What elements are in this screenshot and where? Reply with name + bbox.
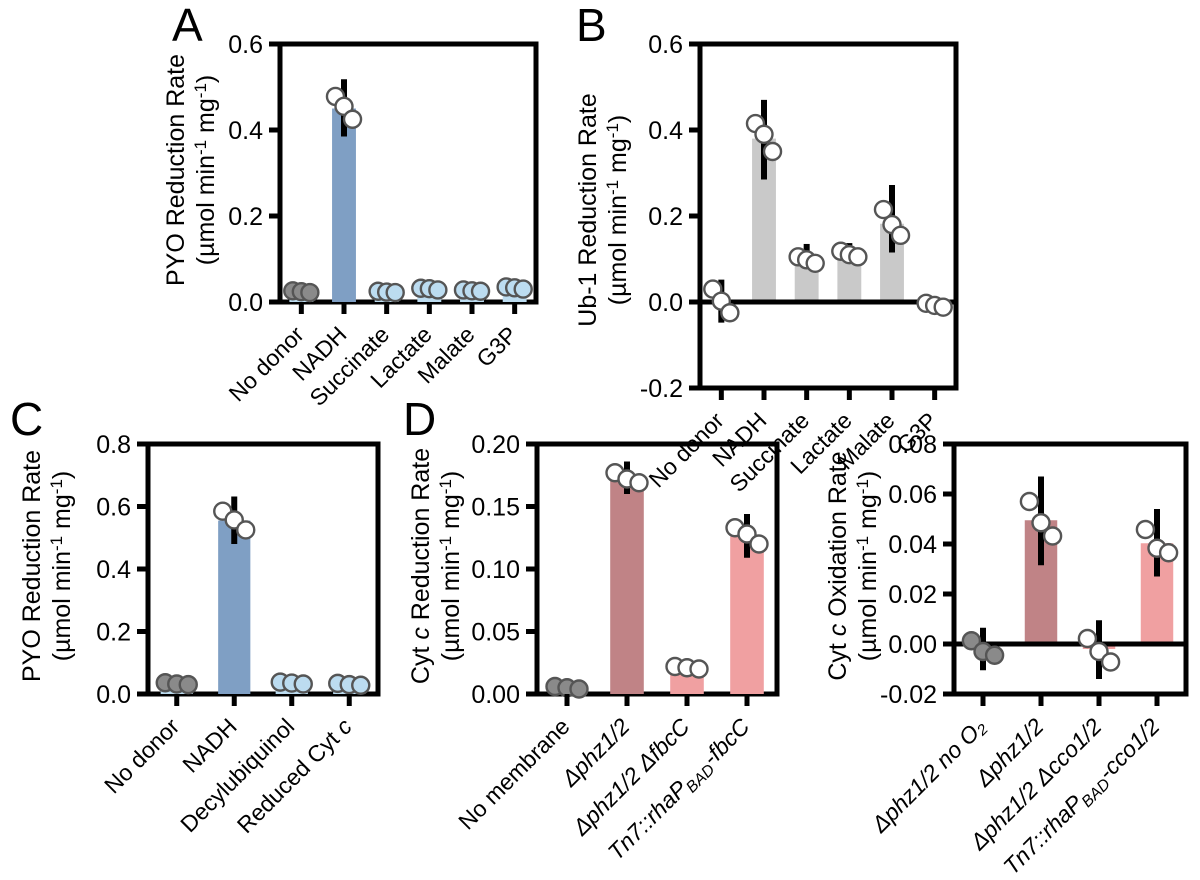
data-point <box>293 674 313 694</box>
svg-text:PYO Reduction Rate: PYO Reduction Rate <box>18 450 46 682</box>
panel-c-chart: 0.0 0.2 0.4 0.6 0.8 No donor NADH Decylubiquino… <box>0 416 408 876</box>
y-axis-title: PYO Reduction Rate (µmol min-1 mg-1) <box>162 54 220 286</box>
data-point <box>754 124 774 145</box>
svg-text:(µmol min-1 mg-1): (µmol min-1 mg-1) <box>853 471 882 662</box>
y-tick-label: 0.04 <box>888 531 937 559</box>
bar <box>752 138 776 302</box>
data-point <box>762 141 783 162</box>
chart-c-svg: 0.00.20.40.60.8No donorNADHDecylubiquino… <box>18 431 381 838</box>
data-point <box>569 679 589 699</box>
y-tick-label: 0.10 <box>471 556 520 584</box>
svg-text:PYO Reduction Rate: PYO Reduction Rate <box>162 54 190 286</box>
y-tick-label: 0.6 <box>648 31 683 59</box>
svg-text:(µmol min-1 mg-1): (µmol min-1 mg-1) <box>47 471 76 662</box>
data-point <box>873 199 894 220</box>
svg-text:(µmol min-1 mg-1): (µmol min-1 mg-1) <box>603 115 632 306</box>
y-tick-label: -0.02 <box>880 681 937 709</box>
y-tick-label: 0.08 <box>888 431 937 459</box>
y-tick-label: 0.00 <box>888 631 937 659</box>
svg-text:Ub-1 Reduction Rate: Ub-1 Reduction Rate <box>574 93 602 326</box>
panel-a-chart: 0.0 0.2 0.4 0.6 No donor NADH Succinate Lactate… <box>150 20 570 411</box>
data-point <box>689 659 709 679</box>
y-axis-title: PYO Reduction Rate (µmol min-1 mg-1) <box>18 450 76 682</box>
data-point <box>961 631 982 651</box>
data-point <box>428 280 448 300</box>
bar <box>730 536 764 694</box>
data-point <box>805 253 825 274</box>
y-tick-label: 0.06 <box>888 481 937 509</box>
x-tick-label: No donor <box>99 713 185 799</box>
y-tick-label: 0.05 <box>471 619 520 647</box>
bar <box>837 254 862 302</box>
data-point <box>178 674 198 695</box>
bar <box>332 108 356 302</box>
panel-d-left-chart: 0.00 0.05 0.10 0.15 0.20 No membrane Δphz1/2 Δp… <box>381 416 791 876</box>
data-point <box>933 297 953 317</box>
panel-d-right-chart: -0.02 0.00 0.02 0.04 0.06 0.08 Δphz1/2 no O₂ Δp… <box>800 416 1200 880</box>
panel-b-chart: -0.2 0.0 0.2 0.4 0.6 No donor NADH Succinate Lac… <box>554 20 994 497</box>
data-point <box>1019 491 1040 512</box>
bar <box>218 520 251 694</box>
data-point <box>984 645 1005 665</box>
panel-label-c: C <box>10 393 44 445</box>
data-point <box>1042 526 1063 546</box>
chart-b-svg: -0.20.00.20.40.6No donorNADHSuccinateLac… <box>574 31 959 497</box>
data-point <box>720 303 740 323</box>
y-tick-label: 0.0 <box>228 289 263 317</box>
y-tick-label: 0.4 <box>648 117 683 145</box>
y-tick-label: 0.2 <box>96 619 131 647</box>
data-point <box>1135 519 1156 540</box>
plot-frame <box>145 441 381 697</box>
data-point <box>1077 628 1098 649</box>
svg-text:(µmol min-1 mg-1): (µmol min-1 mg-1) <box>191 75 220 266</box>
y-tick-label: 0.8 <box>96 431 131 459</box>
y-tick-label: 0.2 <box>228 203 263 231</box>
data-point <box>1100 652 1121 672</box>
y-tick-label: 0.2 <box>648 203 683 231</box>
plot-frame <box>277 41 539 305</box>
data-point <box>1158 543 1179 563</box>
data-point <box>385 282 405 303</box>
svg-text:(µmol min-1 mg-1): (µmol min-1 mg-1) <box>436 471 465 662</box>
y-tick-label: 0.20 <box>471 431 520 459</box>
data-point <box>351 675 371 695</box>
y-tick-label: 0.0 <box>648 289 683 317</box>
y-tick-label: 0.15 <box>471 494 520 522</box>
data-point <box>236 520 256 540</box>
data-point <box>749 534 769 554</box>
x-tick-label: G3P <box>471 321 522 372</box>
svg-text:Cyt c Oxidation Rate: Cyt c Oxidation Rate <box>824 451 852 680</box>
svg-text:G3P: G3P <box>471 321 522 372</box>
panel-label-a: A <box>172 0 203 51</box>
panel-label-d: D <box>403 393 437 445</box>
y-tick-label: 0.00 <box>471 681 520 709</box>
bar <box>610 480 644 694</box>
data-point <box>342 109 363 129</box>
svg-text:No donor: No donor <box>99 713 185 799</box>
y-axis-title: Cyt c Reduction Rate (µmol min-1 mg-1) <box>407 448 465 684</box>
y-tick-label: 0.4 <box>228 117 263 145</box>
y-tick-label: 0.6 <box>228 31 263 59</box>
y-tick-label: -0.2 <box>640 375 683 403</box>
data-point <box>890 225 911 246</box>
data-point <box>1031 513 1051 533</box>
svg-text:Cyt c Reduction Rate: Cyt c Reduction Rate <box>407 448 435 684</box>
y-axis-title: Cyt c Oxidation Rate (µmol min-1 mg-1) <box>824 451 882 680</box>
plot-frame <box>951 441 1189 697</box>
data-point <box>848 247 868 267</box>
y-tick-label: 0.4 <box>96 556 131 584</box>
y-tick-label: 0.0 <box>96 681 131 709</box>
y-tick-label: 0.02 <box>888 581 937 609</box>
y-axis-title: Ub-1 Reduction Rate (µmol min-1 mg-1) <box>574 93 632 326</box>
panel-label-b: B <box>576 0 607 51</box>
data-point <box>513 279 533 299</box>
data-point <box>300 282 320 303</box>
y-tick-label: 0.6 <box>96 494 131 522</box>
plot-frame <box>697 41 959 391</box>
chart-a-svg: 0.00.20.40.6No donorNADHSuccinateLactate… <box>162 31 539 411</box>
data-point <box>470 281 491 301</box>
data-point <box>629 473 649 493</box>
